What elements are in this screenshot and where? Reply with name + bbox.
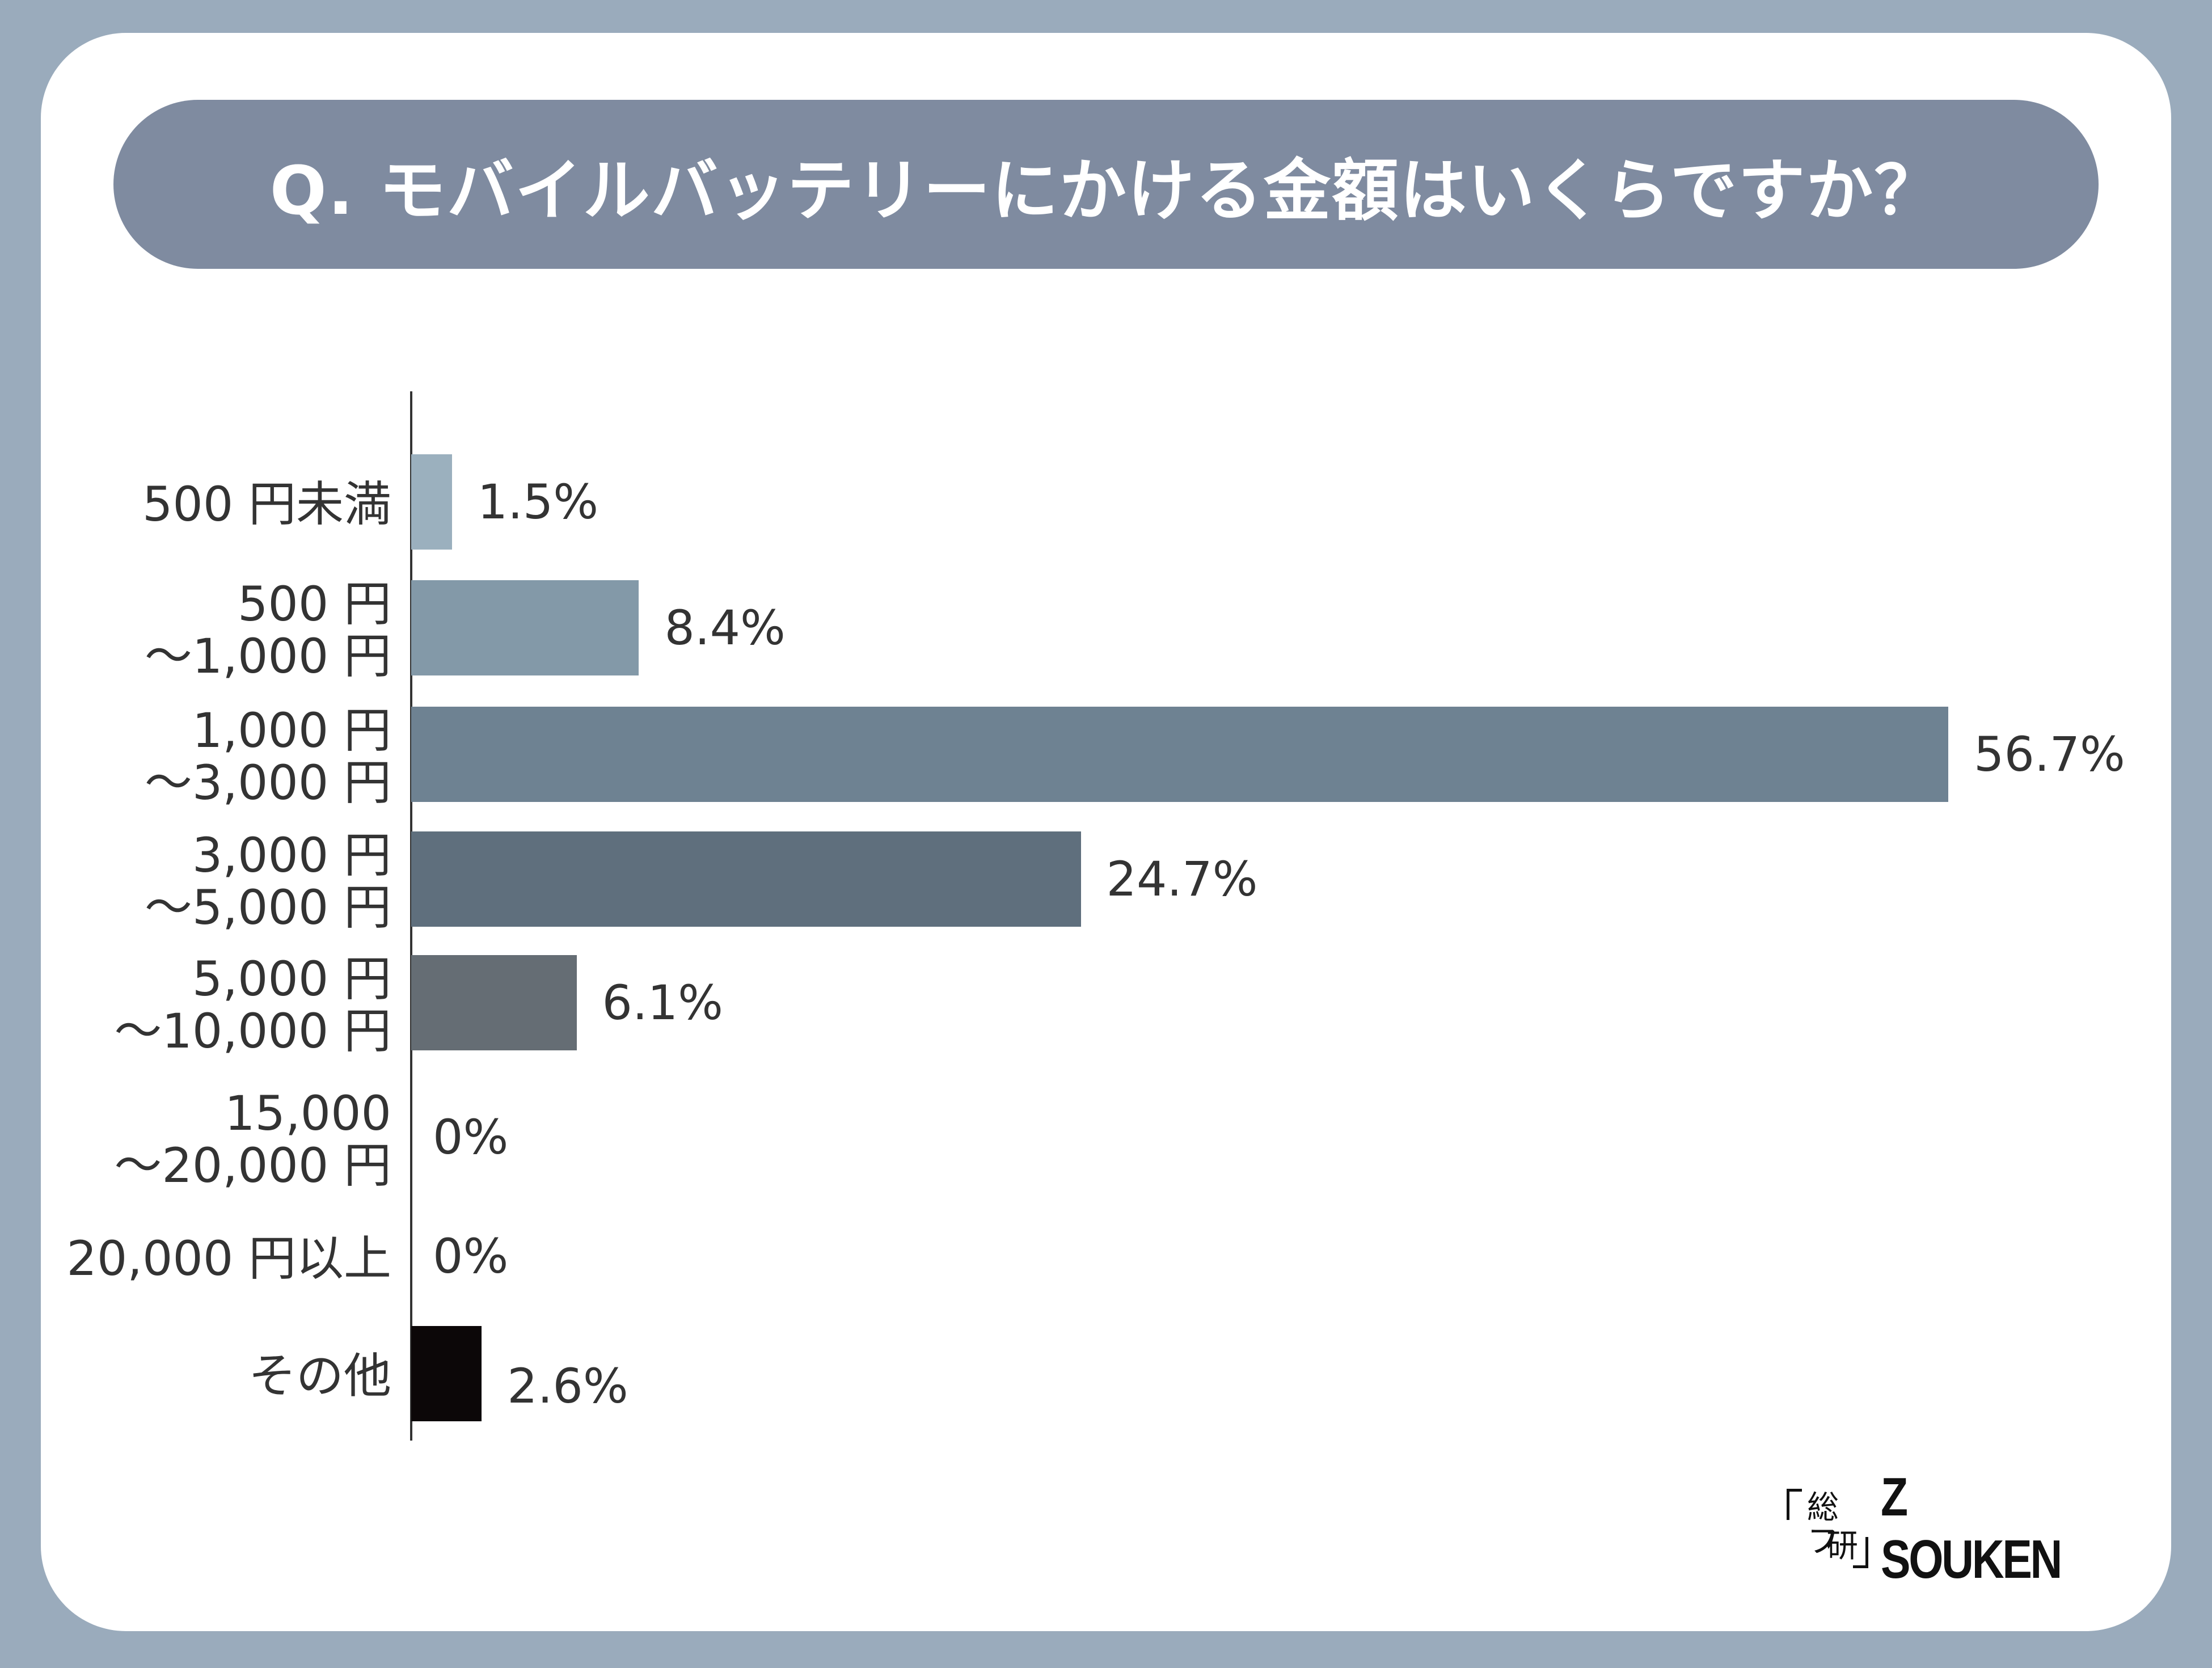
category-label: 20,000 円以上: [66, 1231, 391, 1286]
value-label: 0%: [433, 1109, 509, 1165]
value-label: 8.4%: [664, 600, 786, 656]
category-label: 5,000 円～10,000 円: [114, 951, 391, 1059]
logo-jp-line2: 研: [1826, 1528, 1858, 1565]
zsouken-logo: 総フ 研 Z SOUKEN: [1787, 1467, 2104, 1590]
value-label: 0%: [433, 1228, 509, 1284]
bar: [411, 831, 1081, 927]
category-label: 500 円～1,000 円: [144, 576, 391, 684]
value-label: 6.1%: [602, 975, 723, 1031]
logo-text: Z SOUKEN: [1881, 1467, 2062, 1590]
bar: [411, 1326, 482, 1421]
category-label: 3,000 円～5,000 円: [144, 827, 391, 935]
bar: [411, 580, 639, 675]
category-label: その他: [248, 1348, 391, 1404]
bar: [411, 707, 1948, 802]
logo-jp-line1: 総フ: [1807, 1489, 1839, 1560]
value-label: 1.5%: [477, 474, 599, 530]
value-label: 2.6%: [507, 1358, 628, 1414]
category-label: 15,000 ～20,000 円: [114, 1086, 391, 1193]
chart-card: [41, 33, 2171, 1631]
category-label: 500 円未満: [142, 476, 391, 532]
chart-title: Q. モバイルバッテリーにかける金額はいくらですか？: [269, 151, 1943, 230]
bar: [411, 454, 452, 550]
bar: [411, 955, 577, 1050]
logo-mark: 総フ 研: [1787, 1489, 1869, 1568]
title-banner: Q. モバイルバッテリーにかける金額はいくらですか？: [113, 100, 2099, 269]
value-label: 24.7%: [1106, 851, 1258, 907]
value-label: 56.7%: [1974, 727, 2125, 782]
category-label: 1,000 円～3,000 円: [144, 703, 391, 810]
